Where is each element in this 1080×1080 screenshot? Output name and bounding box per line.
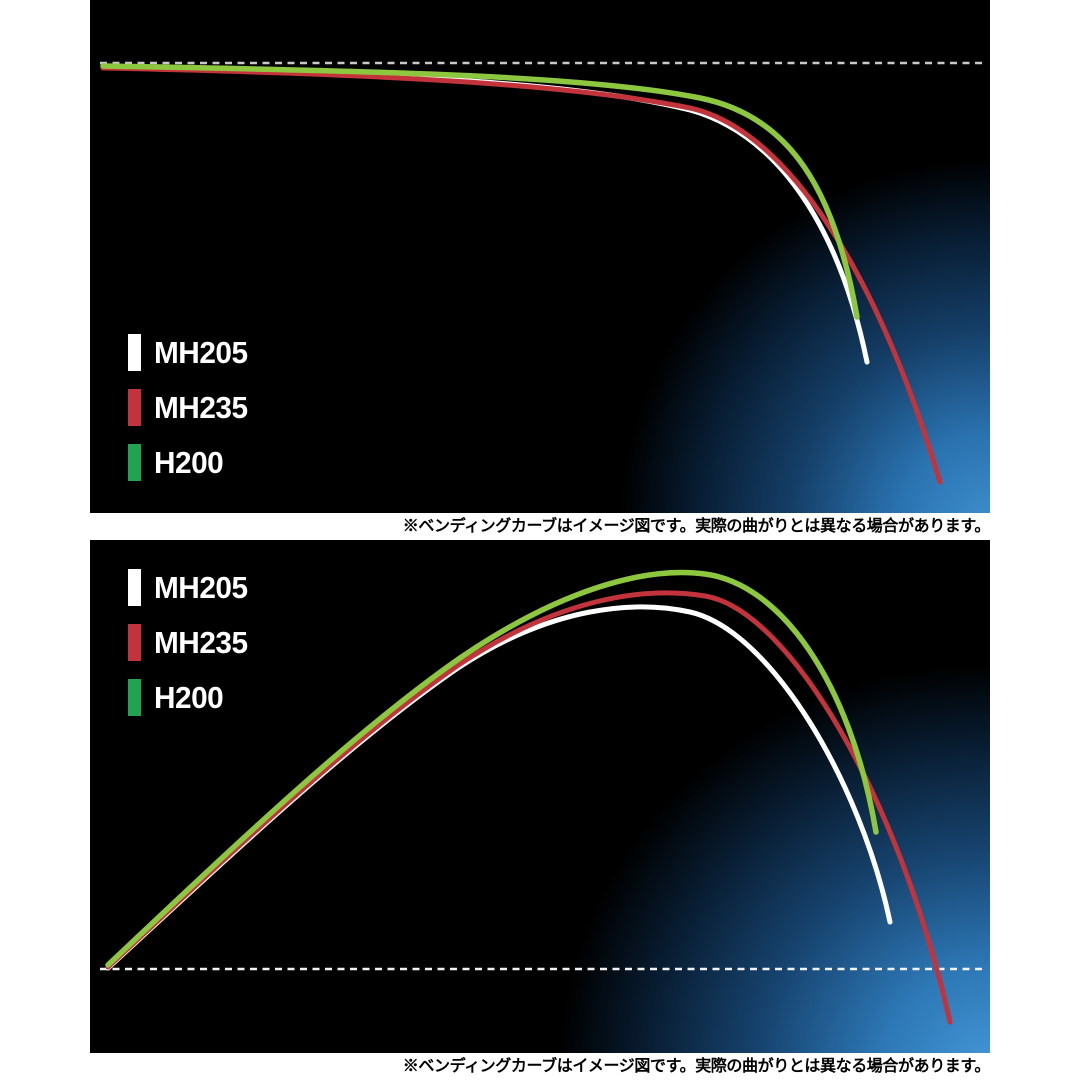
legend: MH205 MH235 H200 xyxy=(128,334,251,481)
caption-bar-top: ※ベンディングカーブはイメージ図です。実際の曲がりとは異なる場合があります。 xyxy=(90,513,990,540)
curve-h200 xyxy=(105,569,879,968)
legend-item-mh235: MH235 xyxy=(128,389,251,426)
legend-item-mh235: MH235 xyxy=(128,624,251,661)
legend-swatch-green xyxy=(128,444,141,481)
curve-mh235 xyxy=(100,65,943,485)
legend-label: H200 xyxy=(154,680,224,715)
legend-item-mh205: MH205 xyxy=(128,569,251,606)
curve-mh205 xyxy=(100,64,870,365)
legend: MH205 MH235 H200 xyxy=(128,569,251,716)
legend-item-mh205: MH205 xyxy=(128,334,251,371)
legend-swatch-white xyxy=(128,569,141,606)
legend-swatch-green xyxy=(128,679,141,716)
disclaimer-text: ※ベンディングカーブはイメージ図です。実際の曲がりとは異なる場合があります。 xyxy=(402,1058,991,1075)
caption-bar-bottom: ※ベンディングカーブはイメージ図です。実際の曲がりとは異なる場合があります。 xyxy=(90,1053,990,1080)
legend-label: MH205 xyxy=(154,570,248,605)
legend-swatch-red xyxy=(128,624,141,661)
bending-curve-plot-bottom xyxy=(100,569,985,1025)
legend-label: MH235 xyxy=(154,625,248,660)
bending-curve-plot-top xyxy=(100,61,983,485)
disclaimer-text: ※ベンディングカーブはイメージ図です。実際の曲がりとは異なる場合があります。 xyxy=(402,518,991,535)
legend-swatch-red xyxy=(128,389,141,426)
legend-swatch-white xyxy=(128,334,141,371)
legend-label: H200 xyxy=(154,445,224,480)
page-content: MH205 MH235 H200 ※ベンディングカーブはイメージ図です。実際の曲… xyxy=(90,0,990,1080)
legend-item-h200: H200 xyxy=(128,444,251,481)
curve-h200 xyxy=(100,63,860,320)
legend-label: MH205 xyxy=(154,335,248,370)
legend-item-h200: H200 xyxy=(128,679,251,716)
bending-curve-panel-bottom: MH205 MH235 H200 xyxy=(90,540,990,1053)
bending-curve-panel-top: MH205 MH235 H200 xyxy=(90,0,990,513)
legend-label: MH235 xyxy=(154,390,248,425)
